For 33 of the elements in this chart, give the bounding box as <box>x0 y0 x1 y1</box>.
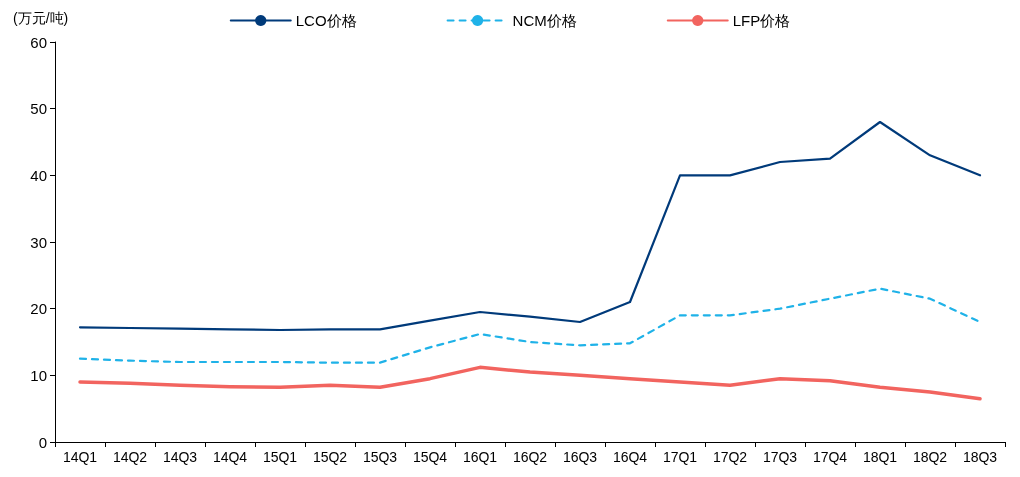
legend-label: LFP价格 <box>732 12 791 29</box>
x-tick-label: 15Q1 <box>262 449 298 465</box>
x-tick-label: 18Q3 <box>962 449 998 465</box>
x-tick-label: 16Q3 <box>562 449 598 465</box>
y-tick-label: 20 <box>30 300 47 318</box>
y-tick-label: 50 <box>30 100 47 118</box>
legend-label: LCO价格 <box>295 12 357 29</box>
line-series <box>78 287 982 364</box>
x-tick-label: 17Q1 <box>662 449 698 465</box>
y-tick-label: 40 <box>30 166 47 184</box>
x-tick-label: 14Q3 <box>162 449 198 465</box>
y-axis-title: (万元/吨) <box>13 10 69 26</box>
x-tick-label: 14Q4 <box>212 449 248 465</box>
x-tick-label: 16Q2 <box>512 449 548 465</box>
legend-label: NCM价格 <box>512 12 577 29</box>
line-series <box>78 365 982 401</box>
x-tick-label: 16Q4 <box>612 449 648 465</box>
x-tick-label: 16Q1 <box>462 449 498 465</box>
x-tick-label: 17Q3 <box>762 449 798 465</box>
x-tick-label: 18Q1 <box>862 449 898 465</box>
x-tick-label: 15Q2 <box>312 449 348 465</box>
x-tick-label: 15Q4 <box>412 449 448 465</box>
x-tick-label: 15Q3 <box>362 449 398 465</box>
y-tick-label: 10 <box>30 366 47 384</box>
x-tick-label: 17Q2 <box>712 449 748 465</box>
line-series <box>78 120 982 332</box>
x-tick-label: 18Q2 <box>912 449 948 465</box>
x-tick-label: 17Q4 <box>812 449 848 465</box>
x-tick-label: 14Q1 <box>62 449 98 465</box>
y-tick-label: 30 <box>30 233 47 251</box>
y-tick-label: 60 <box>30 33 47 51</box>
y-tick-label: 0 <box>38 433 47 451</box>
x-tick-label: 14Q2 <box>112 449 148 465</box>
